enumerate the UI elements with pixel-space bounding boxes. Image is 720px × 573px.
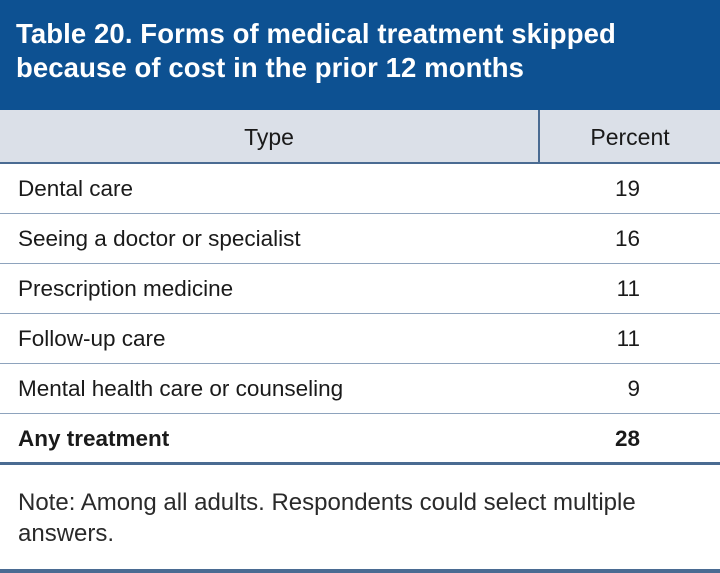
cell-percent: 11 bbox=[616, 326, 640, 351]
table-body: Dental care 19 Seeing a doctor or specia… bbox=[0, 164, 720, 465]
cell-percent: 19 bbox=[614, 176, 640, 201]
table-total-row: Any treatment 28 bbox=[0, 414, 720, 465]
cell-type: Prescription medicine bbox=[18, 276, 234, 301]
table-title: Table 20. Forms of medical treatment ski… bbox=[16, 18, 616, 83]
cell-type: Follow-up care bbox=[18, 326, 166, 351]
table-row: Mental health care or counseling 9 bbox=[0, 364, 720, 414]
cell-percent: 9 bbox=[627, 376, 640, 401]
table-row: Seeing a doctor or specialist 16 bbox=[0, 214, 720, 264]
total-percent: 28 bbox=[614, 426, 640, 451]
table-note: Note: Among all adults. Respondents coul… bbox=[18, 489, 636, 547]
table-row: Prescription medicine 11 bbox=[0, 264, 720, 314]
table-row: Dental care 19 bbox=[0, 164, 720, 214]
cell-percent: 11 bbox=[616, 276, 640, 301]
column-header-percent: Percent bbox=[590, 124, 670, 150]
bottom-rule bbox=[0, 569, 720, 573]
column-header-type: Type bbox=[0, 110, 540, 162]
title-bar: Table 20. Forms of medical treatment ski… bbox=[0, 0, 720, 110]
table-row: Follow-up care 11 bbox=[0, 314, 720, 364]
table-header-row: Type Percent bbox=[0, 110, 720, 164]
cell-type: Seeing a doctor or specialist bbox=[18, 226, 301, 251]
total-label: Any treatment bbox=[18, 426, 170, 451]
cell-type: Mental health care or counseling bbox=[18, 376, 344, 401]
cell-type: Dental care bbox=[18, 176, 134, 201]
cell-percent: 16 bbox=[614, 226, 640, 251]
